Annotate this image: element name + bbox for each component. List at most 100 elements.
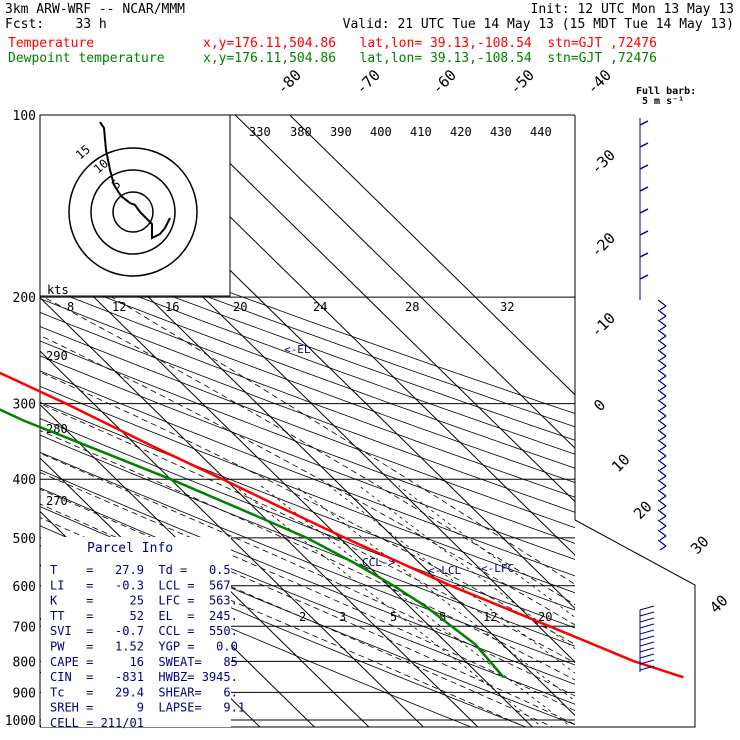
wind-barb (639, 230, 649, 236)
parcel-info-row: T = 27.9 Td = 0.5 (50, 563, 231, 577)
wind-barb (639, 611, 655, 617)
wind-barb (657, 509, 667, 517)
hodograph-ring (90, 169, 176, 255)
wind-barb (657, 519, 667, 527)
wind-barb (659, 415, 667, 421)
parcel-info-row: CELL = 211/01 (50, 716, 144, 730)
parcel-info-row: PW = 1.52 YGP = 0.0 (50, 640, 238, 654)
wind-barb (659, 465, 667, 471)
theta-label: 330 (249, 125, 271, 139)
mixing-ratio-line (328, 485, 575, 674)
wind-barb (659, 545, 667, 551)
wind-barb (659, 505, 667, 511)
moist-adiabat (40, 452, 575, 697)
wind-barb (659, 305, 667, 311)
dry-adiabat (40, 355, 575, 560)
init-time: Init: 12 UTC Mon 13 May 13 (530, 2, 735, 17)
mixing-ratio-label: 8 (67, 300, 74, 314)
wind-barb (659, 525, 667, 531)
sounding-profiles (0, 371, 684, 679)
wind-barb (639, 120, 649, 126)
mixing-ratio-line (234, 485, 543, 727)
wind-barb (659, 375, 667, 381)
dry-adiabat (40, 469, 575, 685)
pressure-label: 400 (13, 473, 36, 488)
wind-barb (639, 208, 649, 214)
wind-barb (657, 389, 667, 397)
wind-barb (639, 665, 655, 671)
wind-barb (639, 605, 655, 611)
kts-label: kts (47, 283, 69, 297)
temperature-tick-label: 10 (608, 450, 634, 476)
wind-barb (657, 399, 667, 407)
moist-adiabat (111, 296, 575, 585)
temperature-profile (0, 371, 684, 679)
dry-adiabat (40, 284, 575, 483)
parcel-level-label: CCL-> (362, 556, 395, 569)
theta-label: 390 (330, 125, 352, 139)
temperature-tick-label: 20 (630, 497, 656, 523)
model-title: 3km ARW-WRF -- NCAR/MMM (5, 2, 186, 17)
wind-barbs (639, 118, 667, 672)
parcel-info-title: Parcel Info (87, 541, 173, 556)
wind-barb (639, 647, 655, 653)
parcel-info-row: SVI = -0.7 CCL = 550. (50, 624, 238, 638)
temperature-tick-label: -70 (352, 66, 384, 98)
parcel-info-row: CAPE = 16 SWEAT= 85 (50, 655, 238, 669)
theta-label: 440 (530, 125, 552, 139)
dry-adiabat (40, 271, 575, 469)
wind-barb (657, 459, 667, 467)
dry-adiabat (40, 370, 575, 577)
wind-barb (659, 325, 667, 331)
dry-adiabat (40, 258, 575, 455)
wind-barb (659, 365, 667, 371)
parcel-level-label: <-LFC (481, 562, 514, 575)
temperature-tick-label: -30 (587, 146, 619, 178)
wind-barb (657, 369, 667, 377)
mixing-ratio-lines (234, 485, 575, 727)
temperature-tick-label: -50 (506, 66, 538, 98)
wind-barb (657, 409, 667, 417)
pressure-label: 1000 (5, 714, 36, 729)
pressure-label: 300 (13, 398, 36, 413)
isotherm-line (179, 115, 575, 503)
wind-barb (639, 164, 649, 170)
barb-legend-label: Full barb: (636, 86, 696, 97)
wind-barb (659, 475, 667, 481)
mixing-ratio-label: 28 (405, 300, 419, 314)
dry-adiabat (40, 220, 575, 414)
dry-adiabat (40, 451, 575, 666)
pressure-label: 600 (13, 580, 36, 595)
isotherm-line (40, 296, 479, 727)
wind-barb (659, 315, 667, 321)
theta-left-label: 290 (46, 349, 68, 363)
theta-label: 380 (290, 125, 312, 139)
theta-label: 420 (450, 125, 472, 139)
theta-label: 430 (490, 125, 512, 139)
parcel-annotations: <-EL CCL-> <-LCL <-LFC (284, 343, 514, 577)
wind-barb (639, 659, 655, 665)
forecast-hour: Fcst: 33 h (5, 17, 107, 32)
dry-adiabat (40, 298, 575, 498)
wind-barb (659, 535, 667, 541)
parcel-info-row: SREH = 9 LAPSE= 9.1 (50, 701, 245, 715)
moist-adiabat (40, 503, 554, 727)
extension-border (40, 519, 696, 728)
wind-barb (657, 479, 667, 487)
parcel-info-row: TT = 52 EL = 245. (50, 609, 238, 623)
wind-barb (657, 489, 667, 497)
temperature-tick-label: -40 (583, 66, 615, 98)
dry-adiabat (40, 340, 575, 544)
wind-barb (659, 495, 667, 501)
moist-adiabat (40, 403, 575, 664)
wind-barb (659, 345, 667, 351)
temperature-tick-label: -10 (587, 309, 619, 341)
dewpoint-legend-info: x,y=176.11,504.86 lat,lon= 39.13,-108.54… (203, 51, 657, 66)
wind-barb (659, 515, 667, 521)
temperature-tick-label: -60 (428, 66, 460, 98)
wind-barb (657, 419, 667, 427)
valid-time: Valid: 21 UTC Tue 14 May 13 (15 MDT Tue … (342, 17, 734, 32)
mixing-ratio-label: 8 (439, 610, 446, 624)
wind-barb (657, 379, 667, 387)
